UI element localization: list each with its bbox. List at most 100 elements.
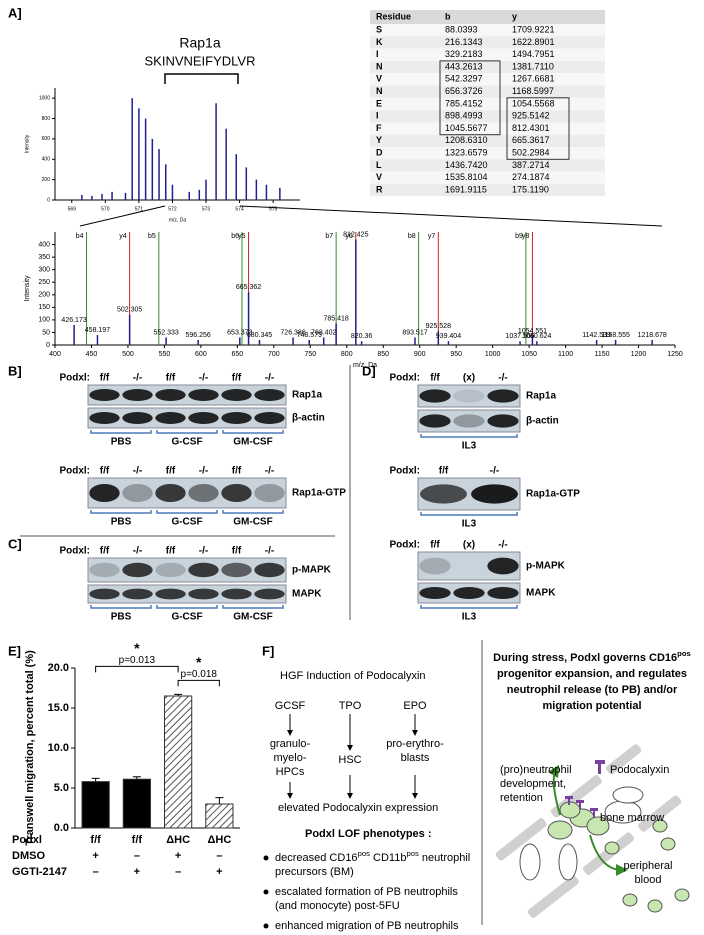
group-label: GM-CSF — [233, 612, 272, 623]
group-bracket — [90, 430, 152, 434]
x-tick-label: 571 — [135, 206, 144, 212]
table-cell: 656.3726 — [445, 86, 483, 96]
p-value: p=0.018 — [181, 669, 218, 680]
blot-band — [487, 557, 519, 575]
table-cell: S — [376, 25, 382, 35]
text-run: (and monocyte) post-5FU — [275, 900, 400, 912]
bullet — [263, 923, 269, 929]
x-tick-label: 1250 — [667, 351, 683, 358]
significance-star: * — [196, 654, 202, 670]
peak-label: 653.373 — [227, 329, 252, 336]
y-axis-label: Intensity — [24, 134, 30, 153]
lane-label: f/f — [232, 373, 242, 384]
blot-band — [453, 389, 485, 403]
peak-label: 1142.539 — [582, 332, 611, 339]
y-tick-label: 100 — [38, 317, 50, 324]
lane-label: f/f — [232, 546, 242, 557]
bullet — [263, 889, 269, 895]
blot-band — [254, 588, 285, 600]
ion-label: b8 — [408, 233, 416, 240]
blot-band — [221, 562, 252, 578]
blot-band — [419, 587, 451, 599]
blot-band — [89, 562, 120, 578]
x-axis-label: m/z, Da — [353, 362, 377, 369]
protein-label: p-MAPK — [292, 565, 332, 576]
x-tick-label: 750 — [304, 351, 316, 358]
significance-star: * — [134, 640, 140, 656]
panel-label: F] — [262, 643, 274, 658]
group-label: PBS — [111, 612, 132, 623]
significance-bracket — [95, 665, 179, 673]
y-tick-label: 15.0 — [48, 702, 69, 714]
target: HPCs — [276, 766, 305, 778]
target: blasts — [401, 752, 430, 764]
x-tick-label: 1100 — [558, 351, 573, 358]
bar — [205, 803, 234, 829]
bracket — [164, 73, 239, 84]
table-cell: K — [376, 37, 383, 47]
peak-label: 426.173 — [61, 317, 86, 324]
y-axis-label: Transwell migration, percent total (%) — [24, 650, 36, 846]
table-cell: I — [376, 49, 379, 59]
factor: TPO — [339, 700, 362, 712]
x-tick-label: 800 — [341, 351, 353, 358]
x-tick-label: 575 — [269, 206, 278, 212]
blot-band — [155, 389, 186, 401]
x-tick-label: f/f — [132, 834, 143, 846]
table-row-bg — [370, 159, 605, 172]
text-run: decreased CD16 — [275, 852, 358, 864]
table-header: Residue — [376, 11, 411, 21]
group-label: IL3 — [462, 519, 477, 530]
table-cell: N — [376, 86, 383, 96]
x-tick-label: 1050 — [521, 351, 537, 358]
blot-band — [155, 412, 186, 424]
lane-label: -/- — [133, 546, 142, 557]
table-cell: 443.2613 — [445, 61, 483, 71]
bullet-text: decreased CD16pos CD11bpos neutrophil — [275, 849, 470, 864]
group-bracket — [156, 510, 218, 514]
bullet-text: precursors (BM) — [275, 866, 354, 878]
peak-label: 748.573 — [297, 332, 322, 339]
table-cell: 1709.9221 — [512, 25, 555, 35]
model-label: (pro)neutrophil — [500, 764, 572, 776]
table-cell: 1691.9115 — [445, 184, 487, 194]
table-cell: 1535.8104 — [445, 172, 488, 182]
result: elevated Podocalyxin expression — [278, 802, 438, 814]
blot-band — [155, 588, 186, 600]
protein-label: Rap1a — [292, 390, 322, 401]
table-cell: 542.3297 — [445, 74, 483, 84]
x-tick-label: 1000 — [485, 351, 501, 358]
peak-label: 726.386 — [280, 329, 305, 336]
blot-band — [419, 557, 451, 575]
lane-label: -/- — [265, 546, 274, 557]
y-tick-label: 10.0 — [48, 742, 69, 754]
peak-label: 820.36 — [351, 333, 373, 340]
x-tick-label: 570 — [101, 206, 110, 212]
group-label: IL3 — [462, 612, 477, 623]
blot-band — [188, 562, 219, 578]
text-run: neutrophil — [419, 852, 470, 864]
model-legend: Podocalyxin — [610, 764, 669, 776]
blot-band — [188, 484, 219, 502]
error-bar — [215, 797, 224, 804]
y-tick-label: 400 — [42, 157, 51, 163]
table-header: y — [512, 11, 517, 21]
group-label: GM-CSF — [233, 437, 272, 448]
table-row-bg — [370, 24, 605, 37]
blot-band — [89, 389, 120, 401]
table-row-bg — [370, 171, 605, 184]
lane-label: -/- — [490, 466, 499, 477]
lane-label: f/f — [166, 546, 176, 557]
y-tick-label: 1000 — [39, 96, 50, 102]
y-tick-label: 300 — [38, 267, 50, 274]
table-cell: F — [376, 123, 382, 133]
table-header: b — [445, 11, 451, 21]
blot-band — [89, 588, 120, 600]
group-label: PBS — [111, 437, 132, 448]
table-row-bg — [370, 73, 605, 86]
row-header: Podxl — [12, 834, 42, 846]
blot-band — [487, 414, 519, 428]
treatment-sign: + — [134, 866, 140, 878]
schema-title: HGF Induction of Podocalyxin — [280, 670, 426, 682]
y-tick-label: 150 — [38, 304, 50, 311]
